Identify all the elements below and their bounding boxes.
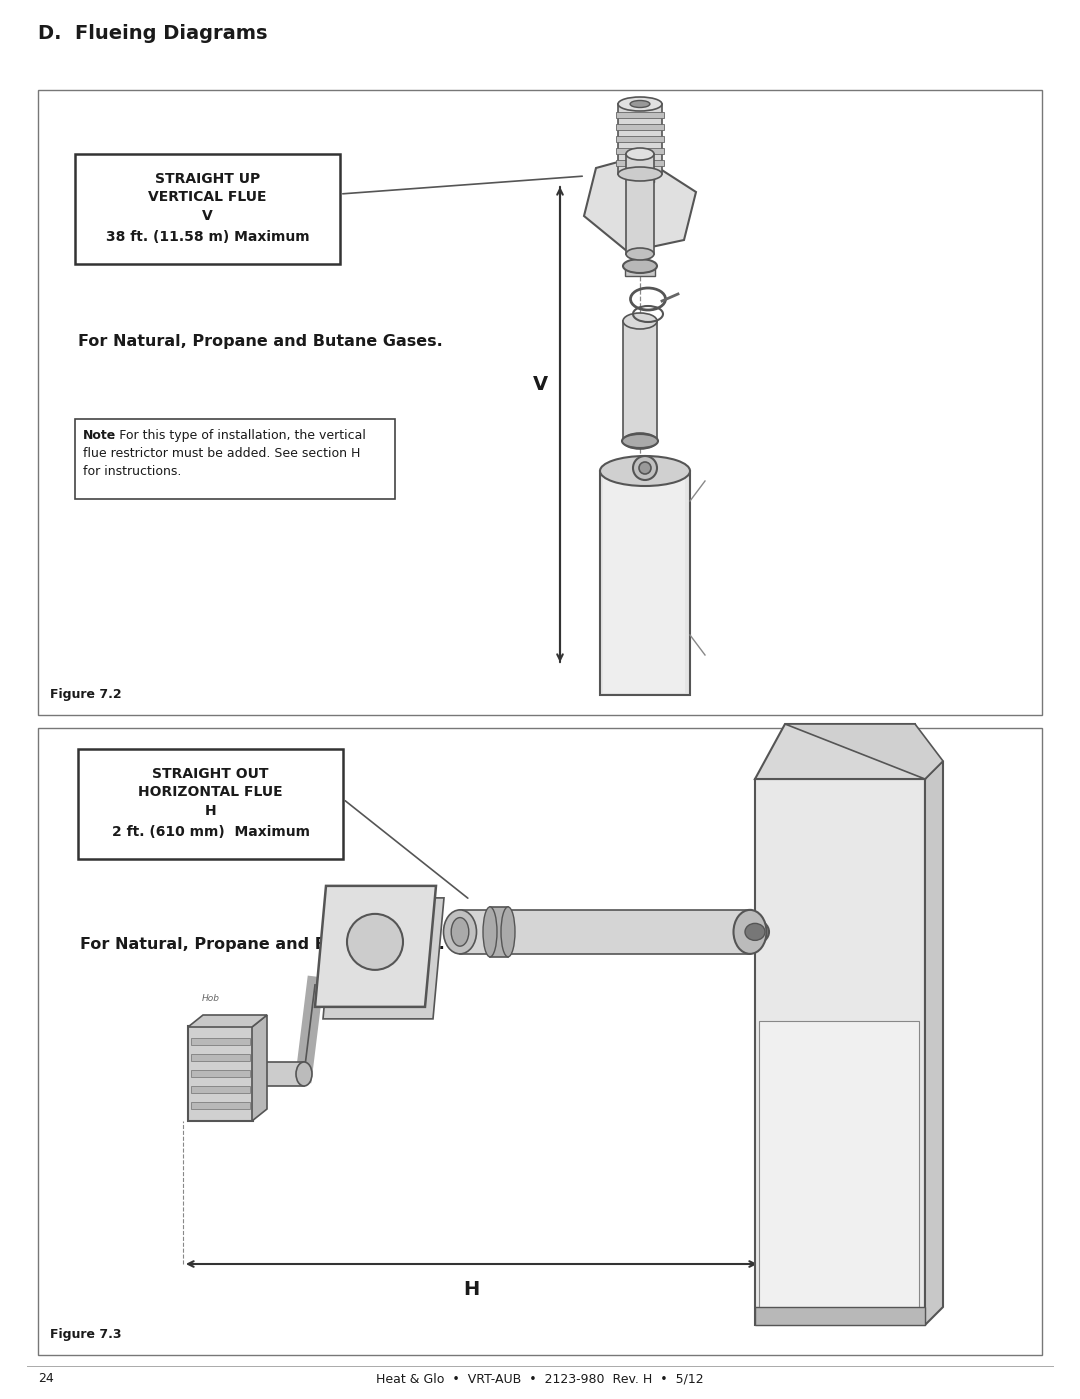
Bar [75, 418, 395, 499]
Text: 38 ft. (11.58 m) Maximum: 38 ft. (11.58 m) Maximum [106, 229, 309, 243]
Polygon shape [188, 1016, 267, 1027]
Text: Hob: Hob [202, 995, 220, 1003]
Ellipse shape [623, 434, 657, 449]
Polygon shape [755, 725, 924, 779]
Polygon shape [785, 725, 943, 779]
Bar [75, 154, 340, 264]
Text: V: V [532, 375, 548, 395]
Ellipse shape [483, 907, 497, 957]
Bar [264, 1062, 303, 1086]
Bar [616, 159, 664, 166]
Ellipse shape [745, 923, 765, 940]
Bar [490, 907, 508, 957]
Bar [759, 1021, 919, 1321]
Text: 1800: 1800 [629, 672, 651, 680]
Ellipse shape [451, 918, 469, 946]
Text: Heat & Glo  •  VRT-AUB  •  2123-980  Rev. H  •  5/12: Heat & Glo • VRT-AUB • 2123-980 Rev. H •… [376, 1372, 704, 1385]
Circle shape [347, 914, 403, 970]
Bar [188, 1025, 253, 1121]
Text: For Natural, Propane and Butane Gases.: For Natural, Propane and Butane Gases. [80, 937, 445, 951]
Bar [38, 90, 1042, 715]
Text: Figure 7.2: Figure 7.2 [50, 688, 122, 701]
Text: H: H [205, 804, 216, 818]
Bar [626, 154, 654, 255]
Ellipse shape [741, 921, 769, 944]
Text: HORIZONTAL FLUE: HORIZONTAL FLUE [138, 785, 283, 799]
Text: Note: Note [83, 429, 117, 442]
Text: VERTICAL FLUE: VERTICAL FLUE [148, 190, 267, 204]
Bar [191, 1053, 249, 1060]
Bar [755, 1307, 924, 1325]
Bar [191, 1086, 249, 1093]
Bar [755, 779, 924, 1325]
Circle shape [639, 462, 651, 474]
Bar [191, 1070, 249, 1077]
Text: 2 ft. (610 mm)  Maximum: 2 ft. (610 mm) Maximum [111, 825, 310, 839]
Ellipse shape [626, 248, 654, 260]
Bar [460, 909, 750, 954]
Text: STRAIGHT UP: STRAIGHT UP [154, 172, 260, 186]
Text: H: H [463, 1280, 480, 1300]
Text: D.  Flueing Diagrams: D. Flueing Diagrams [38, 24, 268, 43]
Text: 1800: 1800 [762, 1217, 788, 1227]
Polygon shape [924, 761, 943, 1325]
Ellipse shape [444, 909, 476, 954]
Ellipse shape [600, 456, 690, 485]
Bar [78, 748, 343, 859]
Bar [600, 471, 690, 695]
Text: flue restrictor must be added. See section H: flue restrictor must be added. See secti… [83, 448, 361, 460]
Polygon shape [252, 1016, 267, 1121]
Ellipse shape [623, 259, 657, 273]
Bar [616, 136, 664, 143]
Text: Figure 7.3: Figure 7.3 [50, 1328, 121, 1342]
Text: : For this type of installation, the vertical: : For this type of installation, the ver… [111, 429, 366, 442]
Polygon shape [315, 886, 436, 1007]
Bar [626, 171, 654, 182]
Text: for instructions.: for instructions. [83, 464, 181, 478]
Bar [616, 148, 664, 154]
Text: V: V [202, 208, 213, 222]
Ellipse shape [296, 1062, 312, 1086]
Bar [191, 1102, 249, 1109]
Ellipse shape [630, 101, 650, 108]
Ellipse shape [626, 148, 654, 159]
Bar [618, 104, 662, 173]
Bar [603, 473, 685, 693]
Bar [616, 125, 664, 130]
Polygon shape [323, 898, 444, 1018]
Bar [616, 112, 664, 118]
Ellipse shape [623, 313, 657, 329]
Ellipse shape [501, 907, 515, 957]
Bar [625, 262, 654, 276]
Text: For Natural, Propane and Butane Gases.: For Natural, Propane and Butane Gases. [78, 334, 443, 348]
Polygon shape [584, 157, 696, 252]
Text: STRAIGHT OUT: STRAIGHT OUT [152, 767, 269, 781]
Text: 24: 24 [38, 1372, 54, 1385]
Bar [623, 320, 657, 441]
Ellipse shape [622, 434, 658, 448]
Ellipse shape [618, 97, 662, 111]
Bar [38, 727, 1042, 1356]
Bar [191, 1038, 249, 1045]
Ellipse shape [618, 166, 662, 180]
Circle shape [633, 456, 657, 480]
Ellipse shape [733, 909, 767, 954]
